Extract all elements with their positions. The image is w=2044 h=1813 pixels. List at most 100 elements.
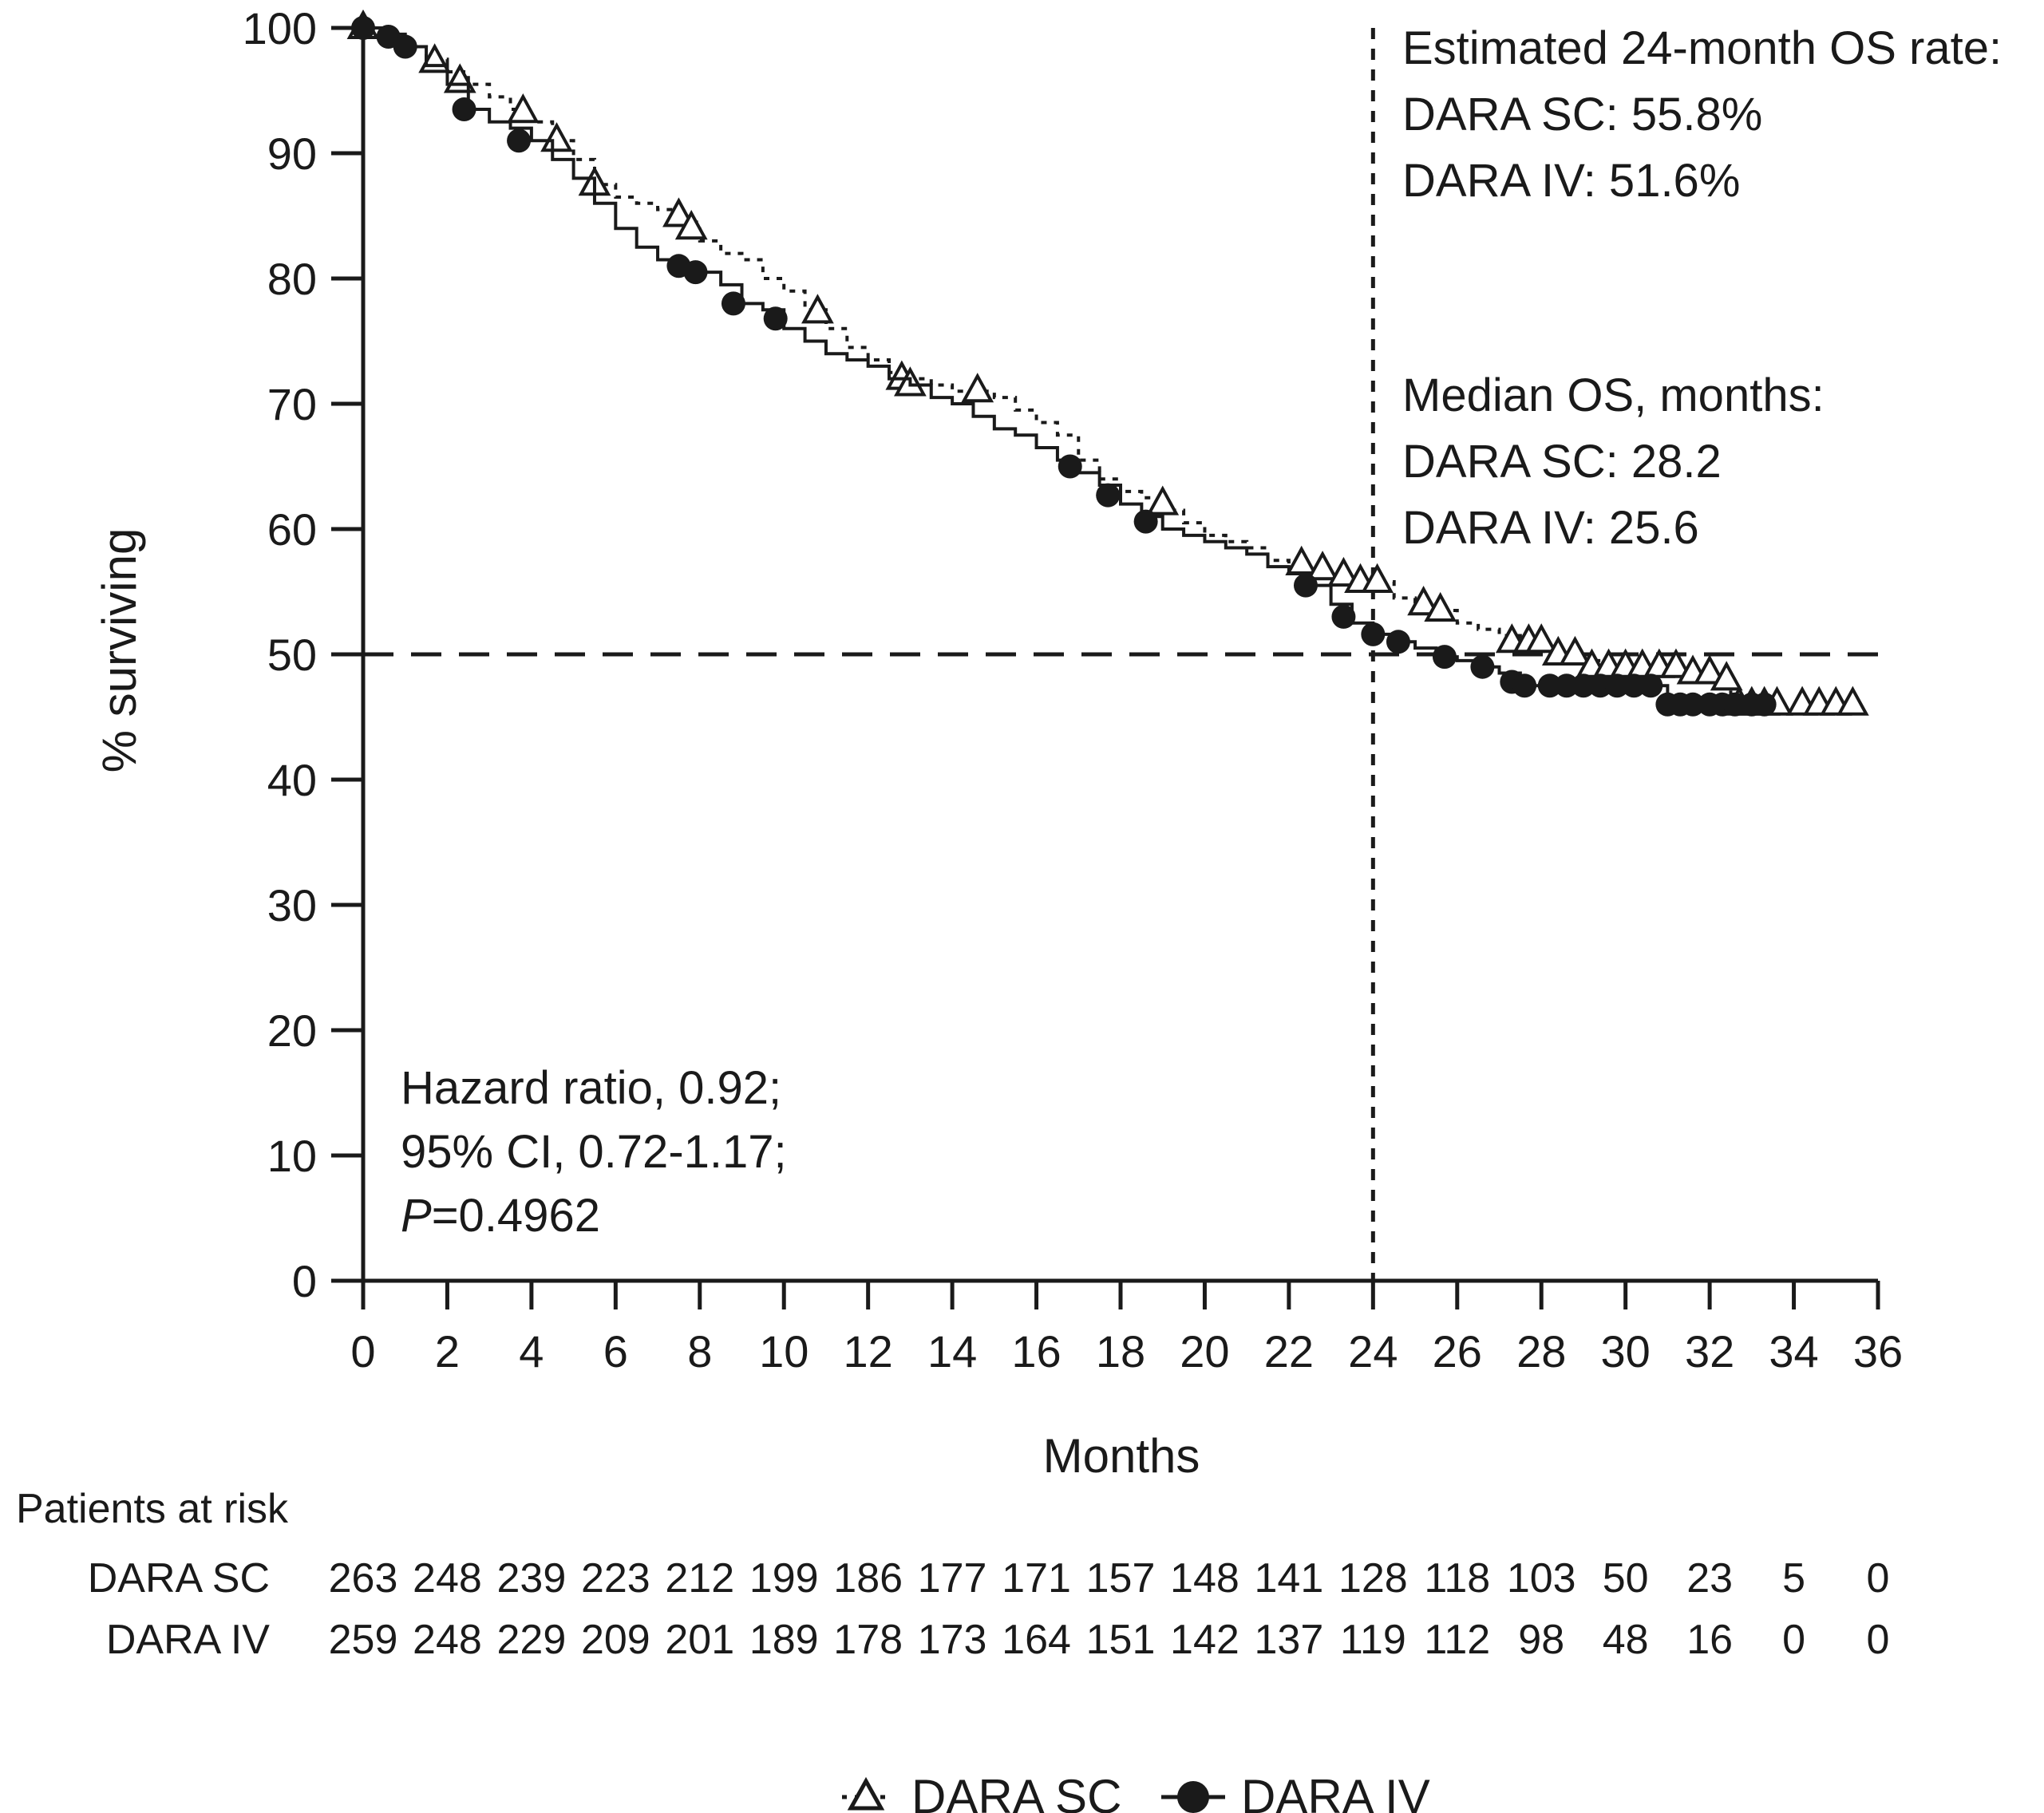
- censor-point-dara-iv: [1331, 604, 1356, 629]
- risk-value-dara-iv: 0: [1867, 1617, 1890, 1663]
- censor-point-dara-iv: [1512, 673, 1537, 698]
- legend-item-dara-iv: DARA IV: [1161, 1770, 1430, 1813]
- risk-value-dara-iv: 151: [1086, 1617, 1156, 1663]
- risk-value-dara-iv: 137: [1255, 1617, 1324, 1663]
- risk-value-dara-sc: 199: [749, 1555, 819, 1602]
- censor-point-dara-iv: [721, 291, 745, 316]
- legend-label-dara-iv: DARA IV: [1241, 1770, 1430, 1813]
- censor-point-dara-iv: [393, 34, 417, 59]
- risk-value-dara-iv: 0: [1782, 1617, 1805, 1663]
- y-tick-label: 60: [267, 504, 317, 555]
- y-tick-label: 70: [267, 379, 317, 429]
- x-tick-label: 34: [1769, 1326, 1818, 1377]
- x-tick-label: 36: [1853, 1326, 1903, 1377]
- censor-point-dara-iv: [1752, 692, 1777, 717]
- censor-point-dara-sc: [662, 197, 695, 227]
- censor-point-dara-iv: [1554, 673, 1579, 698]
- risk-value-dara-iv: 48: [1603, 1617, 1649, 1663]
- legend-marker-dara-iv: [1177, 1781, 1209, 1813]
- risk-value-dara-sc: 103: [1507, 1555, 1576, 1602]
- x-tick-label: 26: [1433, 1326, 1482, 1377]
- y-tick-label: 30: [267, 880, 317, 930]
- censor-point-dara-sc: [961, 373, 994, 403]
- censor-point-dara-iv: [1605, 673, 1630, 698]
- risk-row-label-iv: DARA IV: [106, 1617, 270, 1663]
- x-tick-label: 18: [1096, 1326, 1145, 1377]
- x-tick-label: 28: [1516, 1326, 1566, 1377]
- y-tick-label: 90: [267, 128, 317, 179]
- os-rate-iv: DARA IV: 51.6%: [1402, 155, 1740, 207]
- censor-point-dara-iv: [1096, 483, 1121, 508]
- risk-value-dara-iv: 189: [749, 1617, 819, 1663]
- risk-value-dara-sc: 50: [1603, 1555, 1649, 1602]
- risk-row-label-sc: DARA SC: [88, 1555, 270, 1602]
- risk-value-dara-sc: 177: [918, 1555, 987, 1602]
- censor-point-dara-iv: [1058, 454, 1082, 479]
- y-tick-label: 0: [292, 1256, 317, 1306]
- y-tick-label: 50: [267, 630, 317, 680]
- risk-value-dara-sc: 248: [413, 1555, 482, 1602]
- x-tick-label: 8: [687, 1326, 712, 1377]
- censor-point-dara-iv: [1386, 630, 1410, 654]
- censor-point-dara-iv: [1681, 692, 1706, 717]
- risk-value-dara-sc: 263: [329, 1555, 398, 1602]
- censor-point-dara-iv: [1722, 692, 1747, 717]
- ci-text: 95% CI, 0.72-1.17;: [401, 1126, 787, 1178]
- risk-value-dara-sc: 23: [1686, 1555, 1733, 1602]
- censor-point-dara-sc: [1327, 556, 1360, 587]
- censor-point-dara-sc: [506, 93, 540, 124]
- censor-point-dara-sc: [1836, 685, 1869, 716]
- risk-value-dara-sc: 128: [1338, 1555, 1408, 1602]
- censor-point-dara-sc: [674, 210, 708, 240]
- risk-value-dara-iv: 201: [665, 1617, 734, 1663]
- censor-point-dara-sc: [1659, 648, 1693, 678]
- risk-value-dara-iv: 229: [497, 1617, 567, 1663]
- censor-point-dara-sc: [1559, 635, 1591, 666]
- risk-value-dara-sc: 5: [1782, 1555, 1805, 1602]
- risk-table-title: Patients at risk: [16, 1486, 289, 1532]
- censor-point-dara-iv: [1133, 509, 1158, 534]
- censor-point-dara-sc: [1361, 563, 1394, 593]
- os-rate-sc: DARA SC: 55.8%: [1402, 89, 1762, 140]
- censor-point-dara-iv: [763, 306, 788, 331]
- risk-value-dara-iv: 164: [1002, 1617, 1071, 1663]
- os-rate-annotation: Estimated 24-month OS rate: DARA SC: 55.…: [1402, 22, 2002, 207]
- censor-point-dara-iv: [1588, 673, 1613, 698]
- legend: DARA SC DARA IV: [842, 1770, 1430, 1813]
- x-tick-label: 14: [927, 1326, 977, 1377]
- risk-value-dara-iv: 112: [1424, 1617, 1490, 1663]
- censor-point-dara-iv: [1432, 645, 1457, 670]
- x-tick-label: 30: [1601, 1326, 1651, 1377]
- p-symbol: P: [401, 1190, 432, 1242]
- risk-value-dara-sc: 0: [1867, 1555, 1890, 1602]
- x-tick-label: 12: [844, 1326, 893, 1377]
- median-os-sc: DARA SC: 28.2: [1402, 436, 1722, 488]
- x-tick-label: 4: [519, 1326, 544, 1377]
- risk-value-dara-sc: 157: [1086, 1555, 1156, 1602]
- risk-value-dara-iv: 98: [1518, 1617, 1564, 1663]
- risk-value-dara-sc: 223: [581, 1555, 650, 1602]
- risk-value-dara-sc: 239: [497, 1555, 567, 1602]
- censor-point-dara-iv: [1571, 673, 1595, 698]
- series-layer: [346, 9, 1869, 717]
- x-tick-label: 24: [1348, 1326, 1398, 1377]
- censor-point-dara-sc: [1407, 586, 1440, 616]
- p-value: =0.4962: [432, 1190, 600, 1242]
- x-tick-label: 32: [1685, 1326, 1734, 1377]
- y-tick-label: 10: [267, 1131, 317, 1181]
- x-tick-label: 20: [1180, 1326, 1229, 1377]
- median-os-annotation: Median OS, months: DARA SC: 28.2 DARA IV…: [1402, 369, 1825, 554]
- risk-value-dara-sc: 148: [1170, 1555, 1239, 1602]
- censor-point-dara-sc: [540, 122, 573, 152]
- x-tick-label: 6: [603, 1326, 628, 1377]
- risk-value-dara-sc: 118: [1424, 1555, 1490, 1602]
- censor-point-dara-sc: [1306, 551, 1339, 581]
- censor-point-dara-sc: [1693, 654, 1726, 685]
- hazard-annotation: Hazard ratio, 0.92; 95% CI, 0.72-1.17; P…: [401, 1062, 787, 1242]
- x-tick-label: 10: [759, 1326, 809, 1377]
- censor-point-dara-iv: [1639, 673, 1663, 698]
- y-tick-label: 80: [267, 254, 317, 304]
- y-axis-title: % surviving: [93, 528, 146, 773]
- risk-value-dara-sc: 212: [665, 1555, 734, 1602]
